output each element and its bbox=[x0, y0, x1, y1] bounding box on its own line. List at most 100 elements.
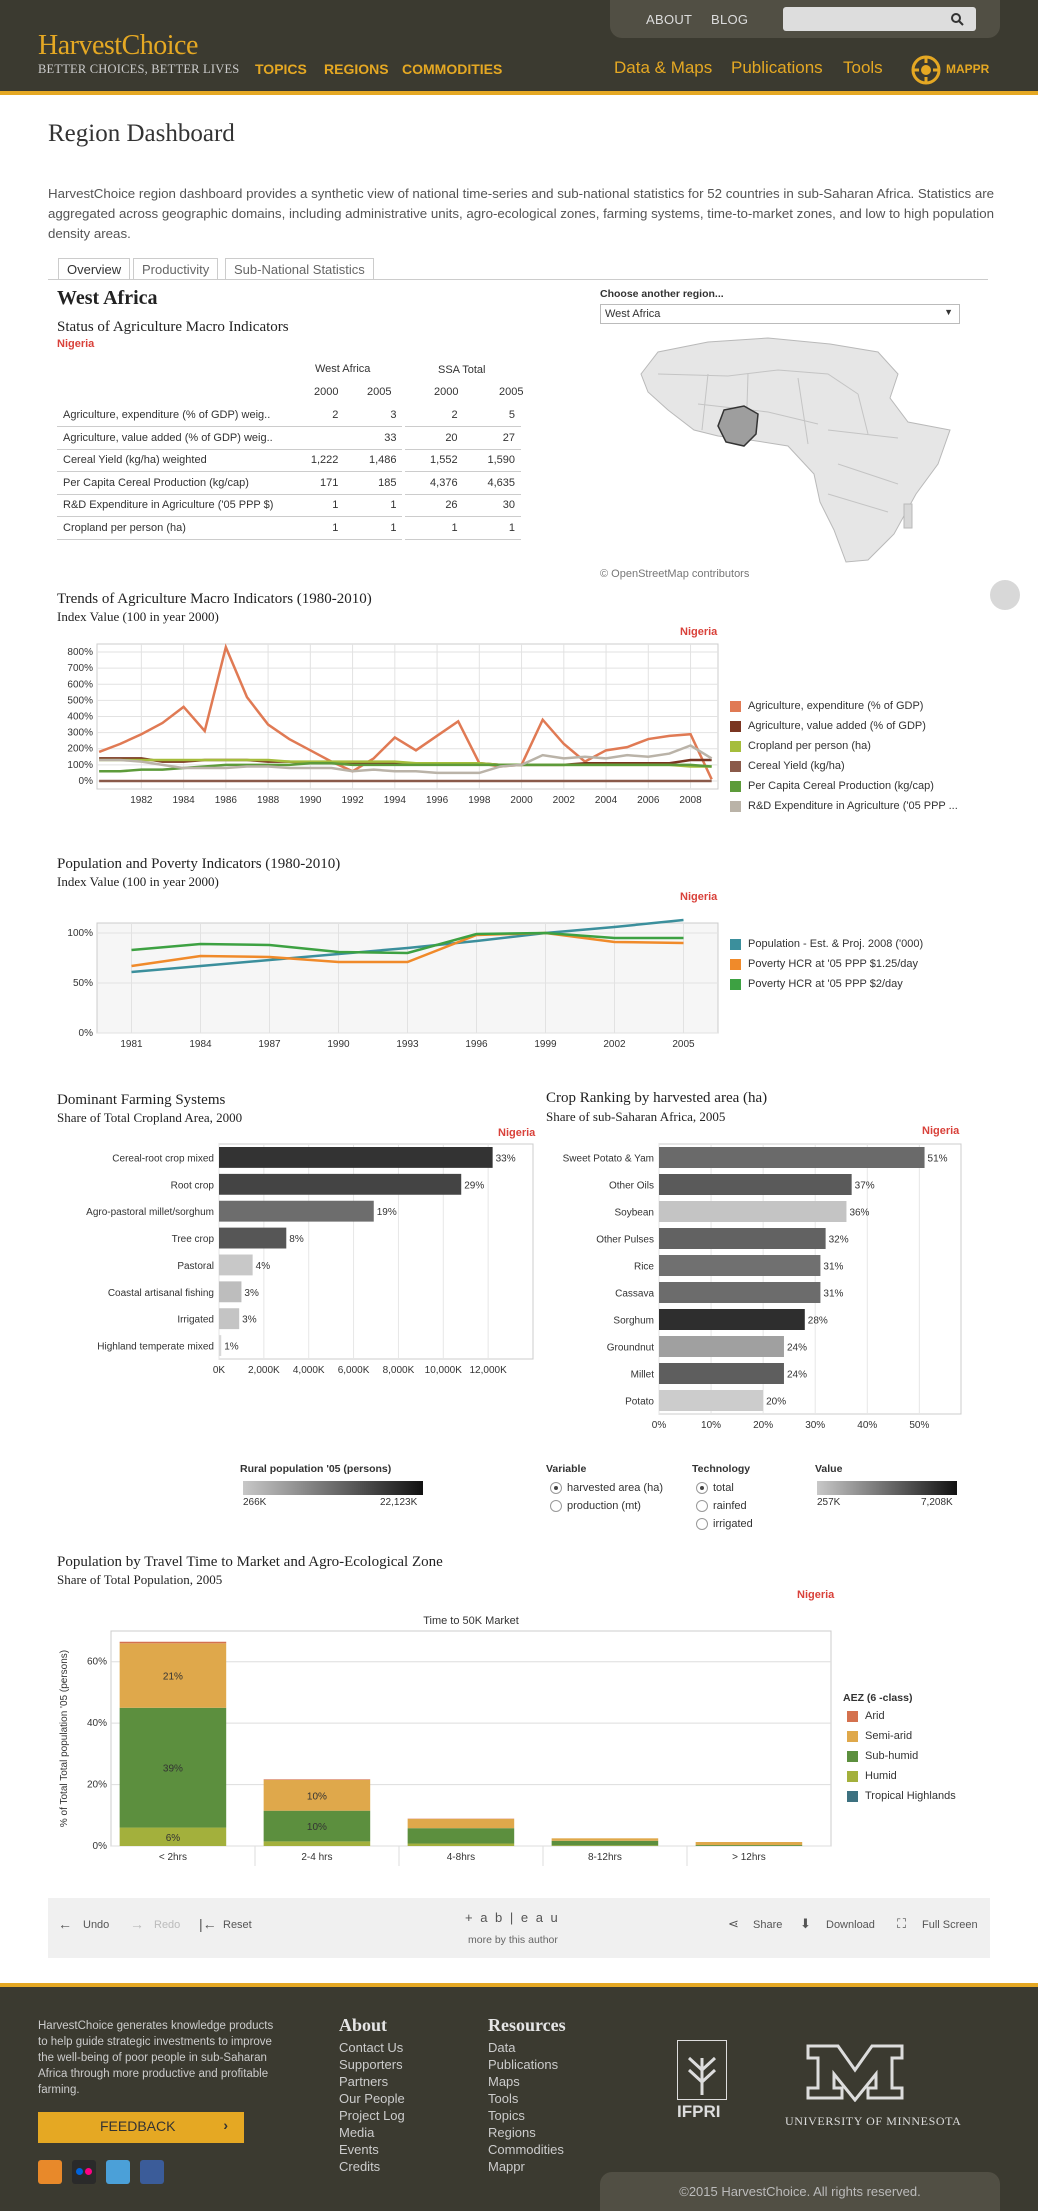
bar[interactable] bbox=[659, 1201, 847, 1222]
legend-swatch[interactable] bbox=[730, 701, 741, 712]
about-link[interactable]: ABOUT bbox=[646, 12, 693, 27]
share-icon[interactable]: ⋖ bbox=[728, 1916, 739, 1931]
redo-button[interactable]: Redo bbox=[154, 1919, 181, 1931]
footer-about-link[interactable]: Events bbox=[339, 2142, 379, 2157]
twitter-icon[interactable] bbox=[106, 2160, 130, 2184]
mappr-icon[interactable] bbox=[910, 54, 942, 86]
legend-label[interactable]: Agriculture, expenditure (% of GDP) bbox=[748, 700, 924, 712]
tab-productivity[interactable]: Productivity bbox=[133, 258, 219, 279]
legend-swatch[interactable] bbox=[730, 979, 741, 990]
footer-about-link[interactable]: Credits bbox=[339, 2159, 381, 2174]
radio-irrigated[interactable] bbox=[696, 1518, 708, 1530]
footer-resources-link[interactable]: Commodities bbox=[488, 2142, 564, 2157]
search-icon[interactable] bbox=[948, 10, 968, 28]
crops-chart[interactable]: 0% 10% 20% 30% 40% 50% Sweet Potato & Yam 51% Ot… bbox=[546, 1140, 966, 1430]
radio-rainfed-label[interactable]: rainfed bbox=[713, 1500, 747, 1512]
legend-swatch[interactable] bbox=[847, 1711, 858, 1722]
nav-commodities[interactable]: COMMODITIES bbox=[402, 61, 503, 77]
footer-about-link[interactable]: Media bbox=[339, 2125, 375, 2140]
bar[interactable] bbox=[659, 1282, 821, 1303]
facebook-icon[interactable] bbox=[140, 2160, 164, 2184]
stack-segment[interactable] bbox=[119, 1707, 227, 1828]
radio-irrigated-label[interactable]: irrigated bbox=[713, 1518, 753, 1530]
bar[interactable] bbox=[659, 1228, 826, 1249]
stack-segment[interactable] bbox=[407, 1818, 515, 1829]
series-line[interactable] bbox=[98, 643, 713, 780]
bar[interactable] bbox=[659, 1390, 764, 1411]
radio-production-label[interactable]: production (mt) bbox=[567, 1500, 641, 1512]
blog-link[interactable]: BLOG bbox=[711, 12, 749, 27]
bar[interactable] bbox=[219, 1227, 287, 1249]
bar[interactable] bbox=[659, 1174, 852, 1195]
legend-swatch[interactable] bbox=[847, 1771, 858, 1782]
stack-segment[interactable] bbox=[119, 1827, 227, 1846]
bar[interactable] bbox=[659, 1147, 925, 1168]
legend-label[interactable]: Poverty HCR at '05 PPP $1.25/day bbox=[748, 958, 919, 970]
footer-resources-link[interactable]: Maps bbox=[488, 2074, 520, 2089]
flickr-icon[interactable] bbox=[72, 2160, 96, 2184]
umn-logo-graphic[interactable] bbox=[800, 2040, 910, 2102]
legend-label[interactable]: Population - Est. & Proj. 2008 ('000) bbox=[748, 938, 924, 950]
radio-total[interactable] bbox=[696, 1482, 708, 1494]
ifpri-logo-graphic[interactable] bbox=[677, 2040, 727, 2100]
bar[interactable] bbox=[219, 1254, 253, 1276]
legend-swatch[interactable] bbox=[730, 741, 741, 752]
tab-overview[interactable]: Overview bbox=[58, 258, 131, 279]
radio-total-label[interactable]: total bbox=[713, 1482, 734, 1494]
stack-segment[interactable] bbox=[263, 1810, 371, 1842]
radio-rainfed[interactable] bbox=[696, 1500, 708, 1512]
legend-label[interactable]: Humid bbox=[865, 1770, 897, 1782]
stack-segment[interactable] bbox=[695, 1845, 803, 1846]
legend-swatch[interactable] bbox=[730, 959, 741, 970]
download-icon[interactable]: ⬇ bbox=[800, 1916, 811, 1931]
footer-resources-link[interactable]: Regions bbox=[488, 2125, 536, 2140]
bar[interactable] bbox=[219, 1147, 493, 1168]
stack-segment[interactable] bbox=[119, 1643, 227, 1708]
nav-publications[interactable]: Publications bbox=[731, 58, 823, 77]
legend-label[interactable]: Sub-humid bbox=[865, 1750, 919, 1762]
share-button[interactable]: Share bbox=[753, 1919, 783, 1931]
legend-swatch[interactable] bbox=[847, 1751, 858, 1762]
footer-about-link[interactable]: Our People bbox=[339, 2091, 405, 2106]
legend-swatch[interactable] bbox=[730, 721, 741, 732]
scroll-indicator[interactable] bbox=[990, 580, 1020, 610]
stack-segment[interactable] bbox=[263, 1841, 371, 1846]
nav-mappr[interactable]: MAPPR bbox=[946, 62, 990, 76]
bar[interactable] bbox=[219, 1200, 374, 1222]
footer-resources-link[interactable]: Data bbox=[488, 2040, 516, 2055]
fullscreen-button[interactable]: Full Screen bbox=[922, 1919, 978, 1931]
bar[interactable] bbox=[219, 1308, 240, 1330]
farming-chart[interactable]: 0K 2,000K 4,000K 6,000K 8,000K 10,000K 12,000K… bbox=[57, 1140, 537, 1385]
legend-swatch[interactable] bbox=[847, 1791, 858, 1802]
bar[interactable] bbox=[219, 1173, 462, 1195]
legend-swatch[interactable] bbox=[730, 761, 741, 772]
footer-about-link[interactable]: Supporters bbox=[339, 2057, 403, 2072]
radio-harvested-area-label[interactable]: harvested area (ha) bbox=[567, 1482, 663, 1494]
legend-label[interactable]: Arid bbox=[865, 1710, 885, 1722]
tableau-logo[interactable]: + a b | e a u bbox=[465, 1910, 560, 1925]
search-input[interactable] bbox=[783, 7, 976, 31]
feedback-button[interactable]: FEEDBACK › bbox=[38, 2112, 244, 2143]
legend-label[interactable]: Cereal Yield (kg/ha) bbox=[748, 760, 845, 772]
bar[interactable] bbox=[659, 1363, 784, 1384]
travel-chart[interactable]: Time to 50K Market 0% 20% 40% 60% % of Total … bbox=[55, 1603, 845, 1883]
stack-segment[interactable] bbox=[119, 1641, 227, 1644]
legend-label[interactable]: Per Capita Cereal Production (kg/cap) bbox=[748, 780, 934, 792]
download-button[interactable]: Download bbox=[826, 1919, 875, 1931]
stack-segment[interactable] bbox=[407, 1843, 515, 1846]
undo-icon[interactable]: ← bbox=[58, 1916, 72, 1932]
undo-button[interactable]: Undo bbox=[83, 1919, 110, 1931]
series-line[interactable] bbox=[131, 931, 684, 968]
footer-about-link[interactable]: Contact Us bbox=[339, 2040, 404, 2055]
footer-resources-link[interactable]: Publications bbox=[488, 2057, 559, 2072]
legend-swatch[interactable] bbox=[730, 801, 741, 812]
radio-production[interactable] bbox=[550, 1500, 562, 1512]
nav-tools[interactable]: Tools bbox=[843, 58, 883, 77]
footer-resources-link[interactable]: Tools bbox=[488, 2091, 519, 2106]
bar[interactable] bbox=[219, 1281, 242, 1303]
stack-segment[interactable] bbox=[263, 1779, 371, 1780]
reset-icon[interactable]: |← bbox=[199, 1916, 217, 1932]
stack-segment[interactable] bbox=[551, 1840, 659, 1846]
legend-swatch[interactable] bbox=[730, 781, 741, 792]
legend-label[interactable]: Semi-arid bbox=[865, 1730, 913, 1742]
